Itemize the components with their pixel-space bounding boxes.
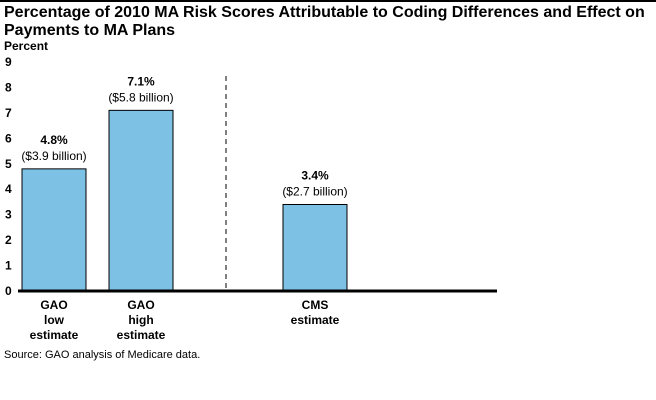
category-label: low [44, 313, 65, 327]
data-label-amount: ($2.7 billion) [282, 184, 347, 198]
bars [21, 109, 348, 292]
category-label: estimate [291, 313, 340, 327]
data-label-percent: 7.1% [127, 74, 155, 88]
y-tick-label: 0 [5, 284, 12, 298]
y-axis-label: Percent [4, 39, 49, 53]
y-tick-label: 6 [5, 131, 12, 145]
title-rule [0, 0, 656, 2]
category-label: GAO [40, 298, 67, 312]
bar [282, 203, 348, 292]
y-tick-label: 4 [5, 182, 12, 196]
bar [21, 168, 87, 292]
y-axis-ticks: 0 1 2 3 4 5 6 7 8 9 [5, 55, 12, 298]
y-tick-label: 5 [5, 157, 12, 171]
chart-title: Percentage of 2010 MA Risk Scores Attrib… [4, 4, 645, 39]
bar [108, 109, 174, 292]
data-label-amount: ($3.9 billion) [21, 149, 86, 163]
source-note: Source: GAO analysis of Medicare data. [4, 349, 201, 361]
data-label-amount: ($5.8 billion) [108, 90, 173, 104]
category-label: GAO [127, 298, 154, 312]
category-label: high [128, 313, 153, 327]
data-label-percent: 3.4% [301, 168, 329, 182]
y-tick-label: 3 [5, 208, 12, 222]
category-label: estimate [30, 328, 79, 342]
data-label-percent: 4.8% [40, 133, 68, 147]
category-label: estimate [117, 328, 166, 342]
y-tick-label: 2 [5, 233, 12, 247]
category-label: CMS [302, 298, 329, 312]
y-tick-label: 9 [5, 55, 12, 69]
y-tick-label: 1 [5, 259, 12, 273]
y-tick-label: 7 [5, 106, 12, 120]
data-labels: 4.8% ($3.9 billion) 7.1% ($5.8 billion) 3.4%… [21, 74, 347, 198]
y-tick-label: 8 [5, 80, 12, 94]
